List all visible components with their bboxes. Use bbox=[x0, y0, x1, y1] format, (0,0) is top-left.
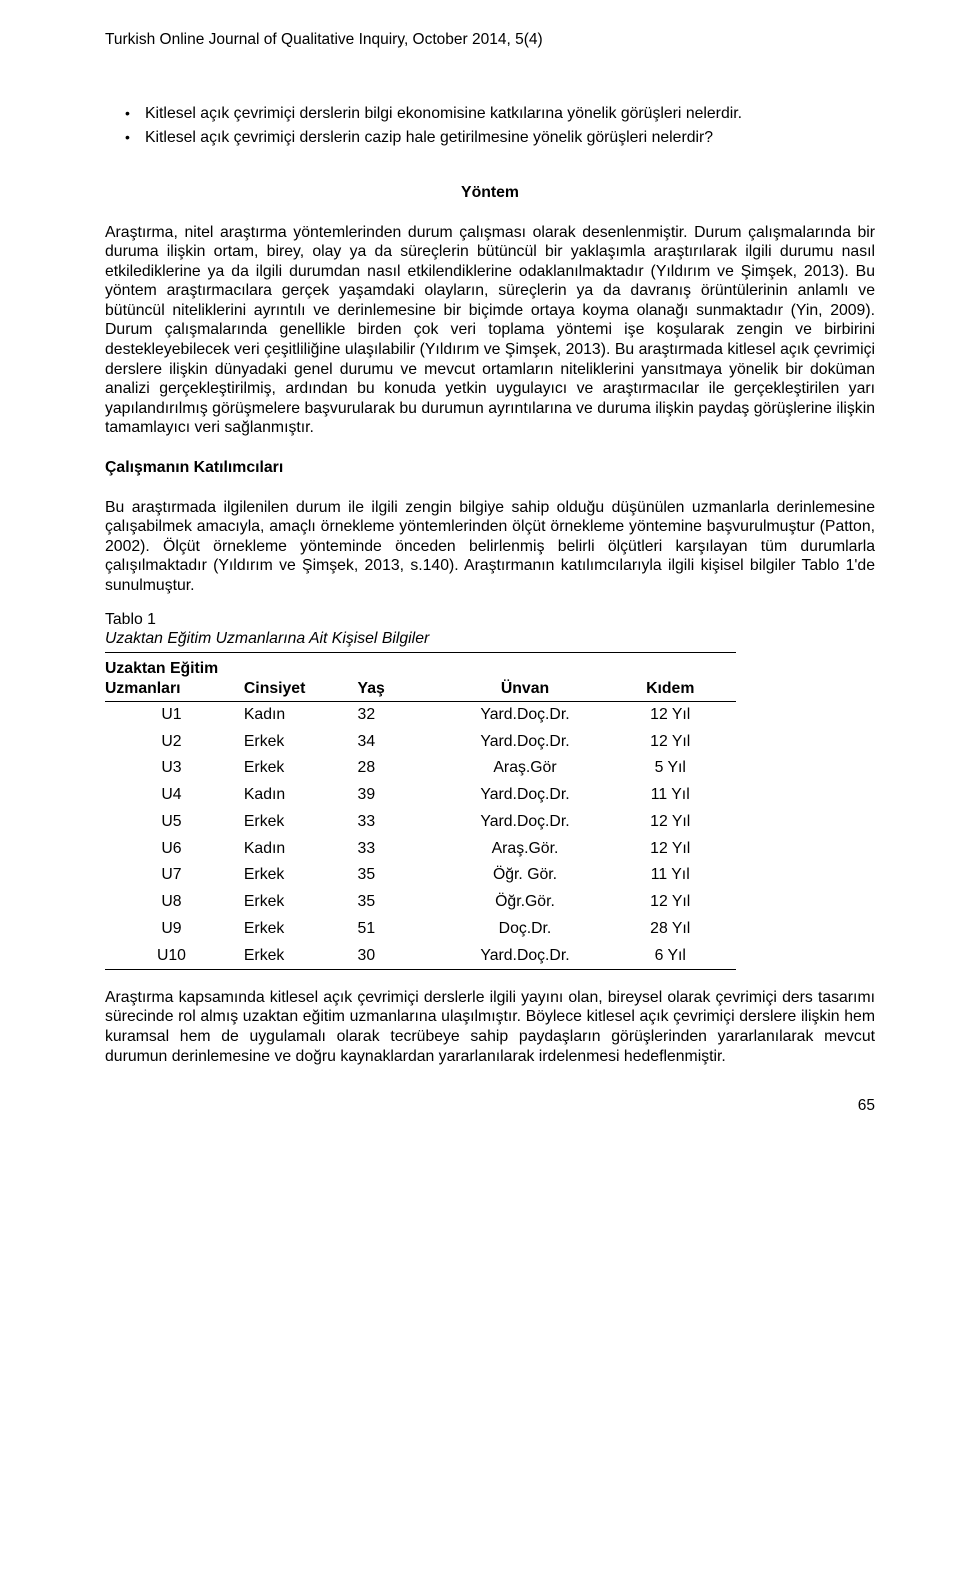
table-row: U4Kadın39Yard.Doç.Dr.11 Yıl bbox=[105, 782, 736, 809]
table-cell: U2 bbox=[105, 728, 244, 755]
table-row: U6Kadın33Araş.Gör.12 Yıl bbox=[105, 835, 736, 862]
table-cell: Erkek bbox=[244, 808, 358, 835]
list-item: Kitlesel açık çevrimiçi derslerin cazip … bbox=[145, 128, 875, 148]
table-cell: 12 Yıl bbox=[610, 701, 736, 728]
table-cell: 33 bbox=[358, 808, 446, 835]
table-cell: U1 bbox=[105, 701, 244, 728]
table-cell: 32 bbox=[358, 701, 446, 728]
table-cell: 33 bbox=[358, 835, 446, 862]
table-cell: 35 bbox=[358, 862, 446, 889]
table-header: Yaş bbox=[358, 653, 446, 701]
table-cell: 5 Yıl bbox=[610, 755, 736, 782]
table-body: U1Kadın32Yard.Doç.Dr.12 YılU2Erkek34Yard… bbox=[105, 701, 736, 969]
table-label: Tablo 1 bbox=[105, 610, 875, 630]
table-cell: U6 bbox=[105, 835, 244, 862]
table-header: Cinsiyet bbox=[244, 653, 358, 701]
table-cell: Yard.Doç.Dr. bbox=[446, 808, 610, 835]
page-number: 65 bbox=[105, 1096, 875, 1115]
table-header-group: Uzaktan Eğitim Uzmanları bbox=[105, 653, 244, 701]
list-item: Kitlesel açık çevrimiçi derslerin bilgi … bbox=[145, 104, 875, 124]
method-heading: Yöntem bbox=[105, 183, 875, 203]
table-cell: Araş.Gör bbox=[446, 755, 610, 782]
table-cell: 30 bbox=[358, 942, 446, 969]
table-cell: Kadın bbox=[244, 835, 358, 862]
table-cell: Yard.Doç.Dr. bbox=[446, 942, 610, 969]
table-cell: 28 Yıl bbox=[610, 915, 736, 942]
table-header-line: Uzmanları bbox=[105, 679, 238, 699]
table-row: U7Erkek35Öğr. Gör.11 Yıl bbox=[105, 862, 736, 889]
table-cell: U3 bbox=[105, 755, 244, 782]
table-cell: U9 bbox=[105, 915, 244, 942]
journal-header: Turkish Online Journal of Qualitative In… bbox=[105, 30, 875, 49]
table-cell: 39 bbox=[358, 782, 446, 809]
table-cell: 28 bbox=[358, 755, 446, 782]
table-row: U8Erkek35Öğr.Gör.12 Yıl bbox=[105, 889, 736, 916]
table-cell: U7 bbox=[105, 862, 244, 889]
table-cell: Öğr.Gör. bbox=[446, 889, 610, 916]
table-cell: U8 bbox=[105, 889, 244, 916]
table-cell: Yard.Doç.Dr. bbox=[446, 782, 610, 809]
table-cell: Öğr. Gör. bbox=[446, 862, 610, 889]
table-cell: 51 bbox=[358, 915, 446, 942]
table-cell: U4 bbox=[105, 782, 244, 809]
table-cell: 11 Yıl bbox=[610, 782, 736, 809]
participants-heading: Çalışmanın Katılımcıları bbox=[105, 458, 875, 478]
table-row: U9Erkek51Doç.Dr.28 Yıl bbox=[105, 915, 736, 942]
table-row: U3Erkek28Araş.Gör5 Yıl bbox=[105, 755, 736, 782]
table-cell: Kadın bbox=[244, 701, 358, 728]
table-cell: U5 bbox=[105, 808, 244, 835]
table-row: U2Erkek34Yard.Doç.Dr.12 Yıl bbox=[105, 728, 736, 755]
table-cell: Erkek bbox=[244, 889, 358, 916]
table-cell: 35 bbox=[358, 889, 446, 916]
table-cell: Yard.Doç.Dr. bbox=[446, 701, 610, 728]
table-block: Tablo 1 Uzaktan Eğitim Uzmanlarına Ait K… bbox=[105, 610, 875, 970]
table-cell: U10 bbox=[105, 942, 244, 969]
table-cell: 6 Yıl bbox=[610, 942, 736, 969]
table-header: Ünvan bbox=[446, 653, 610, 701]
table-row: U10Erkek30Yard.Doç.Dr.6 Yıl bbox=[105, 942, 736, 969]
table-cell: Doç.Dr. bbox=[446, 915, 610, 942]
table-cell: 34 bbox=[358, 728, 446, 755]
table-cell: Kadın bbox=[244, 782, 358, 809]
table-cell: Erkek bbox=[244, 728, 358, 755]
table-cell: Erkek bbox=[244, 915, 358, 942]
table-cell: Araş.Gör. bbox=[446, 835, 610, 862]
table-cell: Erkek bbox=[244, 862, 358, 889]
participants-body: Bu araştırmada ilgilenilen durum ile ilg… bbox=[105, 498, 875, 596]
table-cell: 12 Yıl bbox=[610, 808, 736, 835]
table-title: Uzaktan Eğitim Uzmanlarına Ait Kişisel B… bbox=[105, 629, 875, 649]
table-header: Kıdem bbox=[610, 653, 736, 701]
table-cell: Erkek bbox=[244, 755, 358, 782]
table-row: U5Erkek33Yard.Doç.Dr.12 Yıl bbox=[105, 808, 736, 835]
table-header-line: Uzaktan Eğitim bbox=[105, 657, 238, 679]
table-cell: Erkek bbox=[244, 942, 358, 969]
table-cell: 12 Yıl bbox=[610, 835, 736, 862]
table-row: U1Kadın32Yard.Doç.Dr.12 Yıl bbox=[105, 701, 736, 728]
after-table-body: Araştırma kapsamında kitlesel açık çevri… bbox=[105, 988, 875, 1066]
table-cell: 12 Yıl bbox=[610, 728, 736, 755]
table-cell: Yard.Doç.Dr. bbox=[446, 728, 610, 755]
table-cell: 11 Yıl bbox=[610, 862, 736, 889]
method-body: Araştırma, nitel araştırma yöntemlerinde… bbox=[105, 223, 875, 438]
participants-table: Uzaktan Eğitim Uzmanları Cinsiyet Yaş Ün… bbox=[105, 652, 736, 970]
bullet-list: Kitlesel açık çevrimiçi derslerin bilgi … bbox=[105, 104, 875, 147]
table-cell: 12 Yıl bbox=[610, 889, 736, 916]
